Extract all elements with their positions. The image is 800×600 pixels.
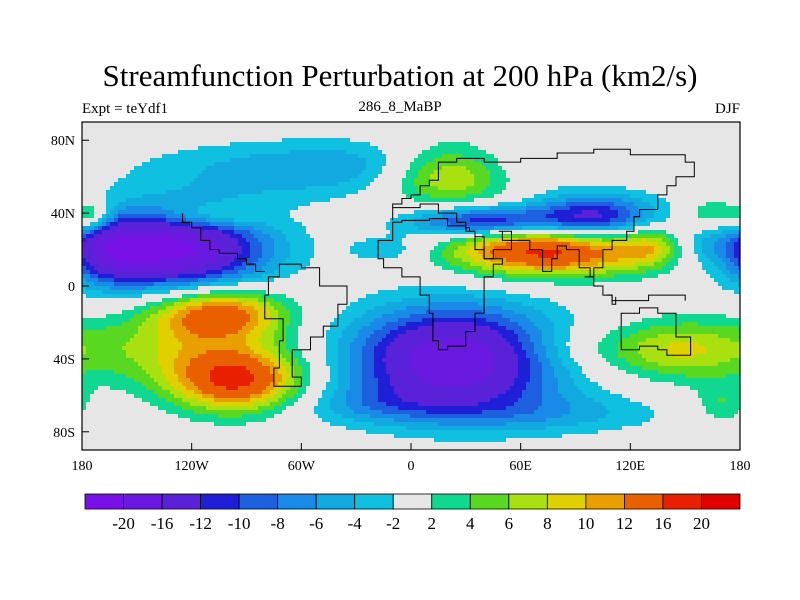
colorbar-label: 8: [543, 514, 552, 533]
colorbar-label: -20: [112, 514, 135, 533]
experiment-label: Expt = teYdf1: [82, 101, 168, 117]
chart-title: Streamfunction Perturbation at 200 hPa (…: [102, 58, 698, 93]
x-tick-label: 120E: [616, 459, 646, 474]
colorbar-label: -8: [271, 514, 285, 533]
map-field: [82, 122, 740, 450]
y-tick-label: 40S: [53, 353, 75, 368]
colorbar-swatch: [624, 493, 664, 510]
colorbar-label: 12: [616, 514, 633, 533]
colorbar-label: -2: [386, 514, 400, 533]
x-tick-label: 180: [72, 459, 93, 474]
colorbar-label: -10: [228, 514, 251, 533]
colorbar-swatch: [238, 493, 279, 510]
colorbar-swatch: [431, 493, 471, 510]
colorbar-label: 4: [466, 514, 475, 533]
y-tick-label: 80S: [53, 426, 75, 441]
y-tick-label: 0: [68, 280, 75, 295]
x-tick-label: 60W: [288, 459, 316, 474]
colorbar-swatch: [585, 493, 625, 510]
colorbar-swatch: [392, 493, 433, 510]
colorbar-swatch: [123, 493, 163, 510]
colorbar-label: 20: [693, 514, 710, 533]
colorbar-label: 10: [577, 514, 594, 533]
colorbar-label: 6: [505, 514, 514, 533]
x-tick-label: 180: [730, 459, 751, 474]
x-tick-label: 120W: [175, 459, 210, 474]
y-tick-label: 80N: [51, 134, 75, 149]
season-label: DJF: [714, 101, 740, 117]
colorbar-swatch: [315, 493, 356, 510]
run-label: 286_8_MaBP: [358, 99, 442, 115]
colorbar-label: 16: [654, 514, 671, 533]
colorbar-label: -16: [151, 514, 174, 533]
coastlines: [182, 148, 695, 387]
colorbar-label: -4: [348, 514, 363, 533]
colorbar-swatch: [84, 493, 124, 510]
colorbar-label: -12: [189, 514, 212, 533]
colorbar-swatch: [354, 493, 394, 510]
colorbar-swatch: [200, 493, 240, 510]
colorbar-swatch: [701, 493, 741, 510]
colorbar-swatch: [662, 493, 702, 510]
colorbar-swatch: [277, 493, 317, 510]
x-tick-label: 0: [408, 459, 415, 474]
colorbar-swatch: [161, 493, 201, 510]
colorbar-swatch: [546, 493, 587, 510]
colorbar-swatch: [508, 493, 548, 510]
colorbar-label: -6: [309, 514, 323, 533]
y-tick-label: 40N: [51, 207, 75, 222]
colorbar: -20 -16 -12 -10 -8 -6 -4 -2 2 4 6 8 10 12 16 20: [84, 493, 741, 533]
axis-ticks: 180 120W 60W 0 60E 120E 180 80N 40N 0 40S 80S: [51, 134, 751, 474]
x-tick-label: 60E: [509, 459, 532, 474]
colorbar-swatch: [469, 493, 510, 510]
colorbar-label: 2: [428, 514, 437, 533]
